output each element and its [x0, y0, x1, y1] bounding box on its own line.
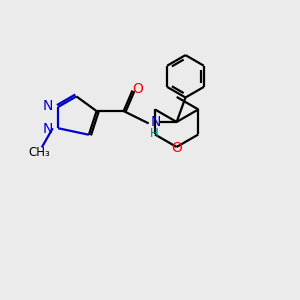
- Text: N: N: [42, 99, 53, 113]
- Text: H: H: [150, 127, 159, 140]
- Text: CH₃: CH₃: [28, 146, 50, 159]
- Text: N: N: [150, 115, 160, 129]
- Text: N: N: [42, 122, 53, 136]
- Text: O: O: [132, 82, 143, 96]
- Text: O: O: [171, 142, 182, 155]
